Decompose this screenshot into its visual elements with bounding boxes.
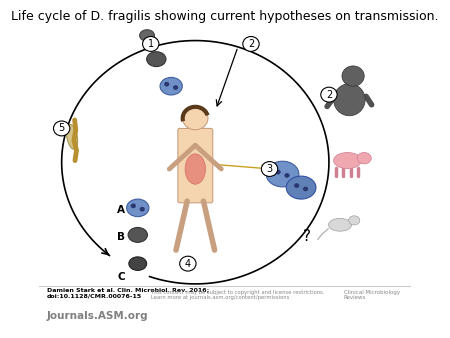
- Circle shape: [54, 121, 70, 136]
- Text: 2: 2: [248, 39, 254, 49]
- Circle shape: [180, 256, 196, 271]
- Ellipse shape: [140, 30, 154, 41]
- Ellipse shape: [67, 124, 78, 149]
- Ellipse shape: [126, 199, 149, 217]
- Ellipse shape: [129, 257, 147, 270]
- Ellipse shape: [128, 227, 148, 242]
- Circle shape: [164, 82, 169, 87]
- Ellipse shape: [147, 52, 166, 67]
- Ellipse shape: [286, 176, 316, 199]
- Text: C: C: [117, 272, 125, 282]
- Circle shape: [294, 183, 299, 188]
- Circle shape: [243, 37, 259, 51]
- Ellipse shape: [333, 84, 365, 116]
- Text: This content may be subject to copyright and license restrictions.
Learn more at: This content may be subject to copyright…: [151, 290, 324, 300]
- Text: Life cycle of D. fragilis showing current hypotheses on transmission.: Life cycle of D. fragilis showing curren…: [11, 10, 439, 23]
- Text: Journals.ASM.org: Journals.ASM.org: [47, 311, 148, 321]
- Text: 1: 1: [148, 39, 154, 49]
- Ellipse shape: [160, 77, 182, 95]
- FancyBboxPatch shape: [178, 128, 213, 203]
- Circle shape: [130, 203, 136, 208]
- Text: A: A: [117, 204, 125, 215]
- Circle shape: [284, 173, 290, 178]
- Ellipse shape: [328, 218, 351, 231]
- Text: 4: 4: [185, 259, 191, 269]
- Circle shape: [275, 170, 281, 174]
- Text: ?: ?: [303, 229, 310, 244]
- Ellipse shape: [357, 152, 371, 164]
- Circle shape: [303, 187, 308, 191]
- Text: B: B: [117, 232, 125, 242]
- Circle shape: [342, 66, 364, 86]
- Text: Damien Stark et al. Clin. Microbiol. Rev. 2016;
doi:10.1128/CMR.00076-15: Damien Stark et al. Clin. Microbiol. Rev…: [47, 287, 209, 298]
- Ellipse shape: [266, 161, 299, 187]
- Circle shape: [173, 85, 178, 90]
- Circle shape: [183, 107, 208, 130]
- Text: 5: 5: [58, 123, 65, 134]
- Circle shape: [140, 207, 145, 212]
- Text: Clinical Microbiology
Reviews: Clinical Microbiology Reviews: [344, 290, 400, 300]
- Circle shape: [143, 37, 159, 51]
- Circle shape: [261, 162, 278, 176]
- Text: 3: 3: [266, 164, 273, 174]
- Ellipse shape: [333, 152, 361, 169]
- Ellipse shape: [349, 216, 360, 225]
- Text: 2: 2: [326, 90, 332, 100]
- Circle shape: [321, 87, 337, 102]
- Ellipse shape: [185, 154, 206, 184]
